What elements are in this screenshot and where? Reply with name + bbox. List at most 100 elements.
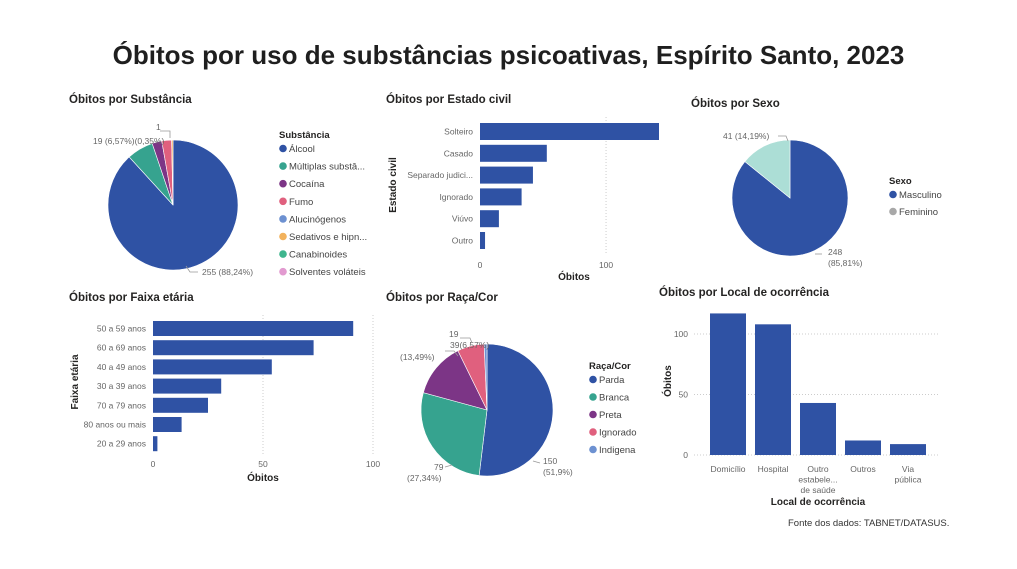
- bar-30-a-39-anos[interactable]: [153, 378, 222, 394]
- legend-marker-masculino[interactable]: [889, 190, 897, 199]
- legend-marker-ignorado[interactable]: [589, 428, 597, 436]
- legend-marker-feminino[interactable]: [889, 207, 897, 216]
- pie-slice-branca[interactable]: [420, 392, 488, 476]
- legend-title: Raça/Cor: [589, 361, 631, 372]
- data-label-leader: [444, 464, 453, 468]
- substancia-title: Óbitos por Substância: [69, 94, 192, 106]
- legend-marker-cocaina[interactable]: [279, 179, 287, 188]
- pie-slice-preta[interactable]: [422, 350, 488, 411]
- legend-marker-parda[interactable]: [589, 375, 597, 384]
- legend-title: Substância: [279, 130, 330, 141]
- y-tick-label: Outro: [452, 236, 474, 246]
- data-label: 41 (14,19%): [723, 131, 769, 141]
- sexo-title: Óbitos por Sexo: [691, 98, 780, 110]
- bar-solteiro[interactable]: [480, 123, 659, 140]
- data-label: (51,9%): [543, 467, 573, 477]
- legend-title: Sexo: [889, 176, 912, 187]
- y-tick-label: 100: [674, 329, 688, 339]
- legend-marker-indigena[interactable]: [589, 445, 597, 454]
- y-tick-label: 80 anos ou mais: [84, 420, 146, 430]
- bar-40-a-49-anos[interactable]: [153, 359, 272, 375]
- legend-marker-sedativos-e-hipn[interactable]: [279, 232, 287, 241]
- bar-hospital[interactable]: [755, 324, 791, 455]
- legend-item-branca[interactable]: Branca: [599, 393, 630, 404]
- bar-70-a-79-anos[interactable]: [153, 397, 208, 413]
- data-label: (27,34%): [407, 473, 442, 483]
- legend-item-sedativos-e-hipn[interactable]: Sedativos e hipn...: [289, 232, 367, 243]
- bar-domicilio[interactable]: [710, 313, 746, 455]
- pie-slice-sedativos-e-hipn[interactable]: [171, 139, 174, 206]
- x-tick-label: Outro: [807, 464, 829, 474]
- pie-slice-indigena[interactable]: [483, 343, 488, 411]
- dashboard-title: Óbitos por uso de substâncias psicoativa…: [112, 40, 905, 70]
- y-tick-label: 0: [683, 450, 688, 460]
- legend-marker-fumo[interactable]: [279, 197, 287, 206]
- legend-item-cocaina[interactable]: Cocaína: [289, 179, 325, 190]
- data-label-leader: [160, 130, 171, 138]
- bar-separado-judici[interactable]: [480, 166, 533, 184]
- x-tick-label: pública: [895, 475, 922, 485]
- legend-item-feminino[interactable]: Feminino: [899, 207, 938, 218]
- bar-20-a-29-anos[interactable]: [153, 436, 158, 452]
- data-label: 1: [156, 122, 161, 132]
- legend-marker-preta[interactable]: [589, 410, 597, 419]
- local-title: Óbitos por Local de ocorrência: [659, 287, 829, 299]
- legend-item-multiplas-substa[interactable]: Múltiplas substâ...: [289, 162, 365, 173]
- legend-marker-alucinogenos[interactable]: [279, 215, 287, 223]
- x-axis-title: Local de ocorrência: [771, 497, 866, 508]
- legend-item-fumo[interactable]: Fumo: [289, 197, 313, 208]
- legend-item-alucinogenos[interactable]: Alucinógenos: [289, 214, 346, 225]
- legend-marker-multiplas-substa[interactable]: [279, 162, 287, 170]
- bar-80-anos-ou-mais[interactable]: [153, 417, 182, 432]
- x-tick-label: Via: [902, 464, 914, 474]
- bar-50-a-59-anos[interactable]: [153, 321, 354, 336]
- legend-item-parda[interactable]: Parda: [599, 375, 625, 386]
- legend-item-indigena[interactable]: Indigena: [599, 445, 636, 456]
- data-label-leader: [532, 460, 541, 464]
- legend-item-alcool[interactable]: Álcool: [289, 144, 315, 155]
- legend-item-ignorado[interactable]: Ignorado: [599, 428, 637, 439]
- legend-item-masculino[interactable]: Masculino: [899, 190, 942, 201]
- legend-item-solventes-volateis[interactable]: Solventes voláteis: [289, 267, 366, 278]
- x-tick-label: Hospital: [758, 464, 789, 474]
- bar-60-a-69-anos[interactable]: [153, 340, 314, 356]
- y-tick-label: Solteiro: [444, 127, 473, 137]
- y-tick-label: 30 a 39 anos: [97, 381, 146, 391]
- bar-outros[interactable]: [845, 440, 881, 455]
- bar-casado[interactable]: [480, 144, 547, 162]
- x-tick-label: 100: [366, 459, 380, 469]
- data-label: 39(6,57%): [450, 340, 489, 350]
- data-label-leader: [778, 135, 789, 142]
- data-label: 79: [434, 462, 444, 472]
- bar-via-publica[interactable]: [890, 444, 926, 455]
- legend-item-canabinoides[interactable]: Canabinoides: [289, 250, 347, 261]
- pie-slice-parda[interactable]: [478, 343, 554, 477]
- bar-ignorado[interactable]: [480, 188, 522, 206]
- y-tick-label: Ignorado: [439, 192, 473, 202]
- x-tick-label: 50: [258, 459, 268, 469]
- pie-slice-feminino[interactable]: [744, 139, 791, 199]
- y-tick-label: Casado: [444, 148, 474, 158]
- raca-cor-title: Óbitos por Raça/Cor: [386, 292, 498, 304]
- data-source-note: Fonte dos dados: TABNET/DATASUS.: [788, 518, 950, 529]
- legend-marker-branca[interactable]: [589, 393, 597, 401]
- legend-marker-canabinoides[interactable]: [279, 250, 287, 258]
- legend-marker-alcool[interactable]: [279, 144, 287, 153]
- pie-slice-alcool[interactable]: [107, 139, 239, 271]
- bar-viuvo[interactable]: [480, 210, 499, 228]
- bar-outro[interactable]: [480, 232, 486, 249]
- bar-outro-estabele-de-saude[interactable]: [800, 402, 836, 455]
- data-label: 248: [828, 247, 842, 257]
- y-axis-title: Faixa etária: [70, 354, 81, 409]
- x-tick-label: 0: [151, 459, 156, 469]
- legend-item-preta[interactable]: Preta: [599, 410, 622, 421]
- x-tick-label: estabele...: [798, 475, 837, 485]
- y-tick-label: Separado judici...: [407, 170, 473, 180]
- legend-marker-solventes-volateis[interactable]: [279, 267, 287, 276]
